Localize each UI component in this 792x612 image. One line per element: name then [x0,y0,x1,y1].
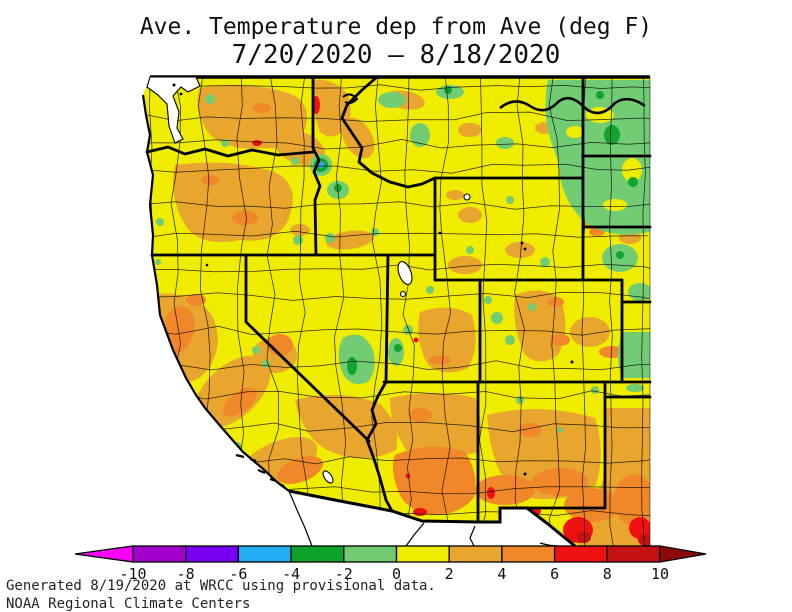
yellowstone-lake [463,193,471,201]
anomaly-plus8-10 [577,531,650,546]
anomaly-minus6-4-spot [317,161,325,169]
colorbar-above-arrow [659,545,707,563]
great-salt-lake [397,260,413,286]
anomaly-yellow-holes [566,107,642,211]
county-line [145,360,650,371]
colorbar-segment [343,545,398,563]
colorbar-tick-label: 4 [497,565,506,583]
anomaly-plus6-8 [252,96,650,543]
lakes [322,193,471,484]
county-line [145,325,650,336]
temperature-anomaly-patches [143,77,650,546]
county-line [145,163,650,174]
generated-note: Generated 8/19/2020 at WRCC using provis… [6,578,436,594]
county-line [402,77,415,537]
county-line [145,111,650,122]
colorbar-segment [290,545,345,563]
county-line [145,230,649,238]
county-line [145,139,650,150]
channel-islands [235,453,285,488]
county-line [476,77,488,546]
county-line [145,390,650,400]
colorbar-segment [132,545,187,563]
colorbar-tick-label: -8 [177,565,195,583]
county-line [334,77,347,546]
colorbar-tick-label: -6 [229,565,247,583]
county-line [145,291,650,301]
utah-lake [399,290,407,298]
colorbar-segment [553,545,608,563]
map-date-range: 7/20/2020 – 8/18/2020 [231,40,561,70]
pacific-coastline [141,94,290,492]
colorbar-tick-label: 2 [445,565,454,583]
county-line [297,77,309,546]
county-line [514,77,525,535]
colorbar-tick-label: -2 [335,565,353,583]
colorbar-tick-label: 10 [651,565,669,583]
colorbar-segment [395,545,450,563]
small-map-marks [205,231,574,476]
salton-sea [322,470,334,484]
county-line [146,263,650,273]
river-lines [342,93,646,115]
colorbar-tick-label: -4 [282,565,300,583]
puget-sound [146,76,201,144]
colorbar-segment [606,545,661,563]
colorbar-segment [448,545,503,563]
map-title: Ave. Temperature dep from Ave (deg F) [139,14,653,40]
colorbar-segment [237,545,292,563]
colorbar-segment [501,545,556,563]
county-line [548,77,561,546]
colorbar-tick-label: 0 [392,565,401,583]
county-line [609,77,614,546]
state-boundaries [145,75,652,524]
colorbar-tick-label: 6 [550,565,559,583]
colorbar-below-arrow [74,545,134,563]
county-line [439,77,451,546]
colorbar-tick-label: -10 [119,565,146,583]
county-line [145,201,650,210]
colorbar-tick-label: 8 [603,565,612,583]
colorbar: -10 -8 -6 -4 -2 0 2 4 6 8 10 [74,545,707,583]
noaa-credit: NOAA Regional Climate Centers [6,596,251,612]
us-mexico-border [288,489,576,548]
colorbar-segment [185,545,240,563]
